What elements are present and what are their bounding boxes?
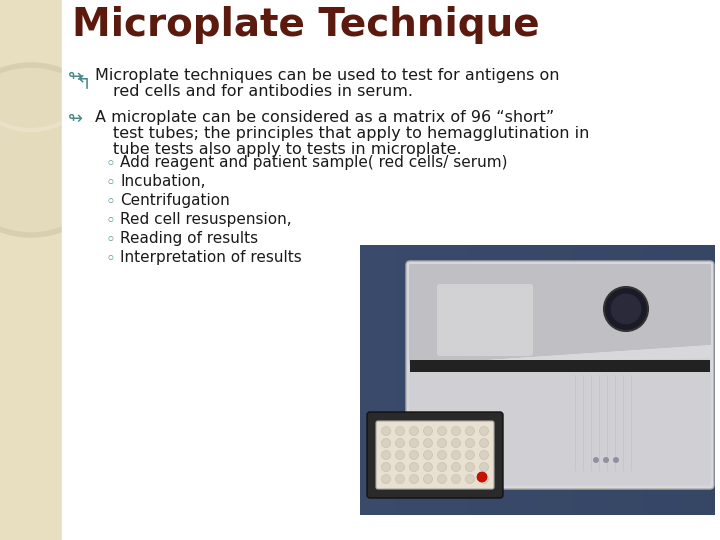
- Circle shape: [423, 450, 433, 460]
- Circle shape: [480, 462, 488, 471]
- Circle shape: [395, 438, 405, 448]
- Bar: [644, 245, 680, 515]
- Circle shape: [423, 462, 433, 471]
- Circle shape: [451, 475, 461, 483]
- Circle shape: [438, 450, 446, 460]
- Bar: [538, 245, 573, 515]
- Text: ◦: ◦: [105, 231, 114, 249]
- Text: test tubes; the principles that apply to hemagglutination in: test tubes; the principles that apply to…: [113, 126, 590, 141]
- FancyBboxPatch shape: [367, 412, 503, 498]
- Text: ◦: ◦: [105, 193, 114, 211]
- Circle shape: [395, 427, 405, 435]
- Text: Interpretation of results: Interpretation of results: [120, 250, 302, 265]
- Text: ↬: ↬: [68, 110, 83, 128]
- Text: ↬: ↬: [68, 68, 83, 86]
- Bar: [502, 245, 538, 515]
- Circle shape: [480, 427, 488, 435]
- Text: tube tests also apply to tests in microplate.: tube tests also apply to tests in microp…: [113, 142, 462, 157]
- Bar: [0, 0, 62, 540]
- Circle shape: [438, 438, 446, 448]
- Circle shape: [382, 438, 390, 448]
- FancyBboxPatch shape: [437, 284, 533, 356]
- Text: ◦: ◦: [105, 212, 114, 230]
- Text: Red cell resuspension,: Red cell resuspension,: [120, 212, 292, 227]
- Circle shape: [410, 450, 418, 460]
- Polygon shape: [410, 359, 710, 485]
- Circle shape: [423, 438, 433, 448]
- Text: ◦: ◦: [105, 250, 114, 268]
- Circle shape: [382, 450, 390, 460]
- Bar: [360, 245, 395, 515]
- Circle shape: [438, 427, 446, 435]
- Circle shape: [480, 438, 488, 448]
- Text: A microplate can be considered as a matrix of 96 “short”: A microplate can be considered as a matr…: [95, 110, 554, 125]
- Circle shape: [466, 462, 474, 471]
- Circle shape: [466, 450, 474, 460]
- Polygon shape: [410, 265, 710, 364]
- FancyBboxPatch shape: [406, 261, 714, 489]
- Circle shape: [410, 475, 418, 483]
- Circle shape: [466, 438, 474, 448]
- Circle shape: [423, 475, 433, 483]
- Circle shape: [0, 68, 113, 232]
- Circle shape: [410, 427, 418, 435]
- Text: Reading of results: Reading of results: [120, 231, 258, 246]
- Circle shape: [603, 457, 609, 463]
- Circle shape: [395, 450, 405, 460]
- Bar: [62, 0, 720, 50]
- Bar: [431, 245, 467, 515]
- Bar: [395, 245, 431, 515]
- Circle shape: [395, 475, 405, 483]
- Circle shape: [466, 475, 474, 483]
- Circle shape: [480, 450, 488, 460]
- Text: ↳: ↳: [68, 68, 84, 87]
- Circle shape: [395, 462, 405, 471]
- Bar: [360, 245, 715, 515]
- Text: ◦: ◦: [105, 155, 114, 173]
- Text: Incubation,: Incubation,: [120, 174, 205, 189]
- Text: red cells and for antibodies in serum.: red cells and for antibodies in serum.: [113, 84, 413, 99]
- Circle shape: [451, 462, 461, 471]
- Circle shape: [604, 287, 648, 331]
- Circle shape: [438, 475, 446, 483]
- Text: Microplate techniques can be used to test for antigens on: Microplate techniques can be used to tes…: [95, 68, 559, 83]
- Circle shape: [451, 438, 461, 448]
- Polygon shape: [410, 265, 710, 364]
- Text: ◦: ◦: [105, 174, 114, 192]
- Bar: [608, 245, 644, 515]
- Circle shape: [410, 462, 418, 471]
- Circle shape: [593, 457, 599, 463]
- Circle shape: [451, 450, 461, 460]
- Circle shape: [382, 475, 390, 483]
- FancyBboxPatch shape: [376, 421, 494, 489]
- Text: Microplate Technique: Microplate Technique: [72, 6, 539, 44]
- Circle shape: [611, 294, 642, 325]
- Circle shape: [451, 427, 461, 435]
- Bar: [467, 245, 502, 515]
- Circle shape: [410, 438, 418, 448]
- Circle shape: [382, 462, 390, 471]
- Circle shape: [382, 427, 390, 435]
- Text: Centrifugation: Centrifugation: [120, 193, 230, 208]
- Circle shape: [480, 475, 488, 483]
- Circle shape: [438, 462, 446, 471]
- Bar: [410, 360, 710, 372]
- Bar: [573, 245, 608, 515]
- Text: Add reagent and patient sample( red cells/ serum): Add reagent and patient sample( red cell…: [120, 155, 508, 170]
- Circle shape: [466, 427, 474, 435]
- Circle shape: [613, 457, 619, 463]
- Bar: [680, 245, 715, 515]
- Circle shape: [477, 472, 487, 482]
- Circle shape: [423, 427, 433, 435]
